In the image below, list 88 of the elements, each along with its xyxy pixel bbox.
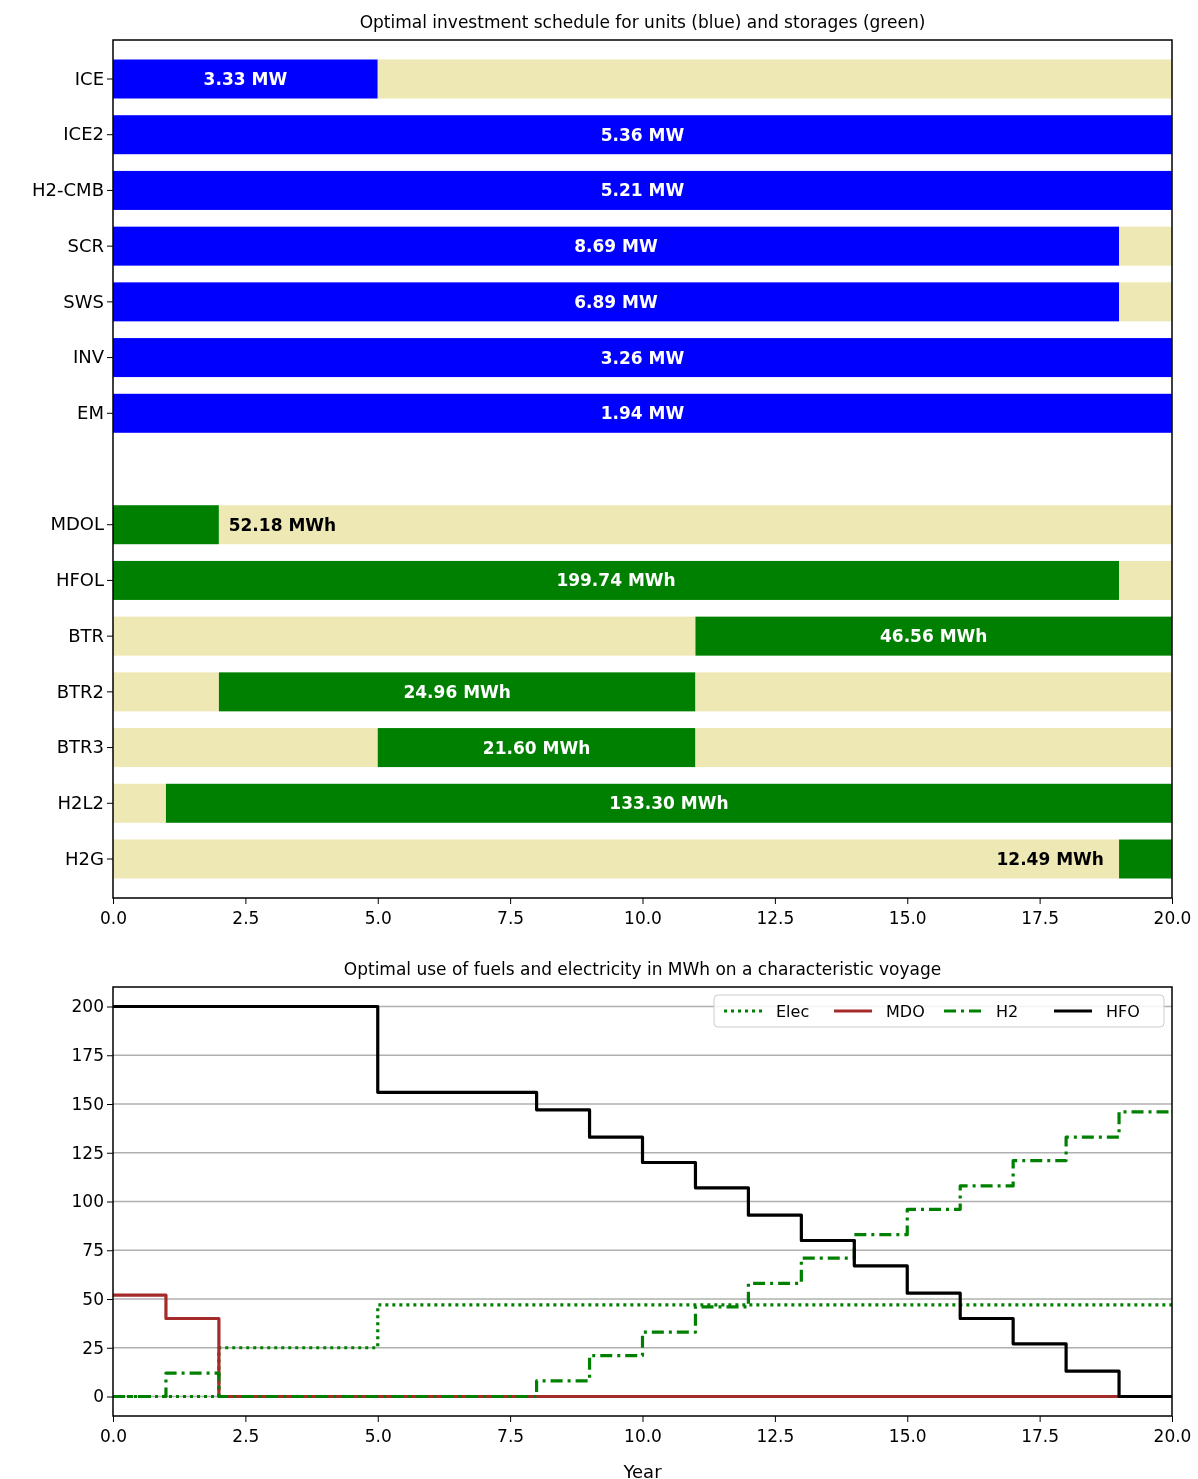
x-tick-label: 15.0 [888, 1426, 927, 1446]
bar [113, 505, 219, 545]
bar [695, 728, 1172, 768]
y-tick-label: 100 [71, 1191, 104, 1212]
y-tick-label: 75 [82, 1240, 104, 1261]
x-tick-label: 2.5 [232, 1426, 260, 1446]
bar [113, 226, 1120, 266]
annotation: 12.49 MWh [996, 848, 1104, 869]
bar [113, 282, 1120, 322]
bar [113, 170, 1172, 210]
bar [218, 505, 1172, 545]
x-tick-label: 20.0 [1153, 908, 1192, 928]
y-tick-label: INV [72, 346, 105, 368]
annotation: 24.96 MWh [403, 681, 511, 702]
bar [377, 59, 1172, 99]
bar [218, 672, 696, 712]
y-tick-label: HFOL [55, 569, 104, 591]
x-tick-label: 7.5 [497, 908, 525, 928]
annotation: 6.89 MW [574, 291, 659, 312]
x-tick-label: 7.5 [497, 1426, 525, 1446]
x-tick-label: 2.5 [232, 908, 260, 928]
x-tick-label: 5.0 [364, 908, 392, 928]
bar [113, 59, 378, 99]
y-tick-label: 50 [82, 1288, 104, 1309]
chart-title: Optimal use of fuels and electricity in MWh on a characteristic voyage [343, 959, 942, 979]
annotation: 3.33 MW [203, 68, 288, 89]
x-tick-label: 20.0 [1153, 1426, 1192, 1446]
x-tick-label: 0.0 [99, 1426, 128, 1446]
bar [1119, 560, 1172, 600]
bar [695, 616, 1172, 656]
bar [113, 616, 696, 656]
annotation: 46.56 MWh [879, 626, 988, 647]
y-tick-label: 125 [71, 1142, 104, 1163]
legend-label: MDO [886, 1001, 925, 1021]
x-tick-label: 0.0 [99, 908, 128, 928]
annotation: 21.60 MWh [482, 737, 591, 758]
x-tick-label: 10.0 [624, 908, 662, 928]
y-tick-label: H2-CMB [32, 179, 104, 201]
y-tick-label: EM [77, 402, 104, 424]
annotation: 5.36 MW [600, 124, 685, 145]
y-tick-label: 200 [71, 996, 104, 1017]
bar [113, 728, 378, 768]
bar [1119, 839, 1172, 879]
x-tick-label: 10.0 [624, 1426, 662, 1446]
annotation: 3.26 MW [600, 347, 685, 368]
y-tick-label: 150 [71, 1093, 104, 1114]
bar [113, 783, 166, 823]
x-tick-label: 5.0 [364, 1426, 392, 1446]
x-axis-title: Year [622, 1461, 663, 1479]
bar [113, 560, 1120, 600]
bar [695, 672, 1172, 712]
bar [1119, 282, 1172, 322]
bar [377, 728, 696, 768]
bar [113, 672, 219, 712]
annotation: 5.21 MW [600, 180, 685, 201]
bar [113, 839, 1120, 879]
bar [165, 783, 1172, 823]
x-tick-label: 17.5 [1021, 908, 1060, 928]
y-tick-label: BTR2 [56, 680, 104, 702]
y-tick-label: MDOL [50, 513, 104, 535]
x-tick-label: 15.0 [888, 908, 927, 928]
y-tick-label: ICE [74, 67, 104, 89]
legend-label: Elec [776, 1001, 810, 1021]
bar [1119, 226, 1172, 266]
y-tick-label: SWS [63, 290, 104, 312]
legend-label: H2 [996, 1001, 1019, 1021]
y-tick-label: 175 [71, 1045, 104, 1066]
x-tick-label: 12.5 [756, 1426, 795, 1446]
chart-title: Optimal investment schedule for units (blue) and storages (green) [359, 12, 926, 32]
bar [113, 115, 1172, 155]
y-tick-label: H2G [65, 847, 104, 869]
annotation: 8.69 MW [574, 236, 659, 257]
y-tick-label: ICE2 [63, 123, 104, 145]
x-tick-label: 12.5 [756, 908, 795, 928]
y-tick-label: BTR3 [56, 736, 104, 758]
bar [113, 393, 1172, 433]
x-tick-label: 17.5 [1021, 1426, 1060, 1446]
y-tick-label: BTR [68, 624, 104, 646]
y-tick-label: 0 [93, 1386, 104, 1407]
y-tick-label: H2L2 [57, 792, 104, 814]
bar [113, 338, 1172, 378]
annotation: 133.30 MWh [609, 793, 729, 814]
annotation: 52.18 MWh [228, 514, 337, 535]
y-tick-label: SCR [67, 234, 104, 256]
annotation: 199.74 MWh [556, 570, 676, 591]
annotation: 1.94 MW [600, 403, 685, 424]
legend-label: HFO [1106, 1001, 1140, 1021]
y-tick-label: 25 [82, 1337, 104, 1358]
